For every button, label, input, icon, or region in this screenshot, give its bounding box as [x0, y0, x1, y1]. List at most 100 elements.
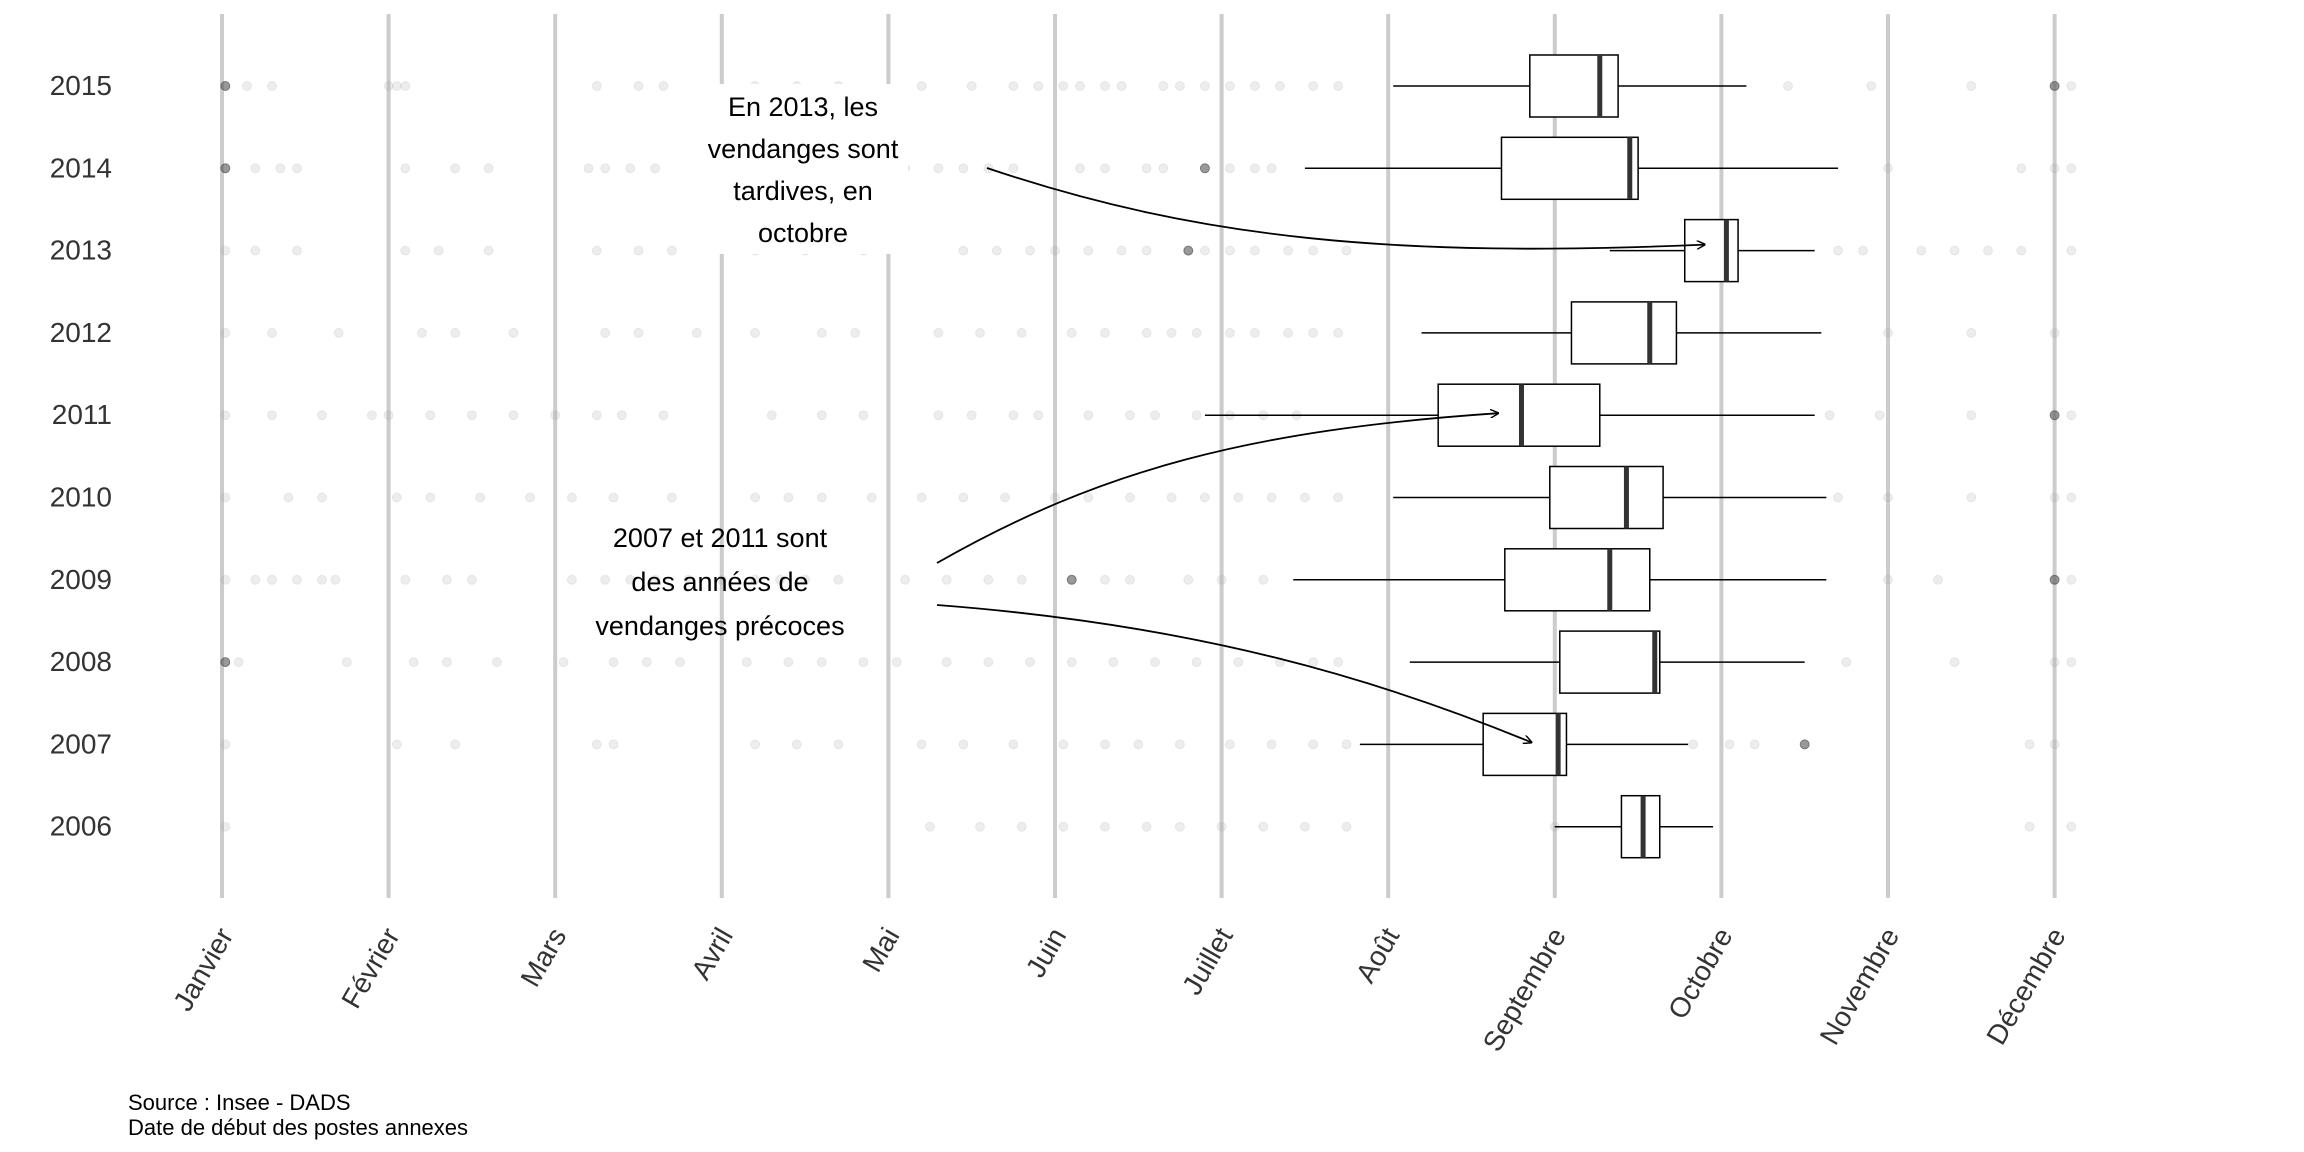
data-point — [1133, 739, 1144, 750]
boxplot-2006 — [1554, 794, 1714, 859]
data-point — [433, 245, 444, 256]
data-point — [1308, 739, 1319, 750]
data-point — [1066, 657, 1077, 668]
data-point — [1125, 574, 1135, 585]
data-point — [1183, 245, 1194, 256]
data-point — [1966, 410, 1977, 421]
data-point — [220, 574, 231, 585]
annotation-line: 2007 et 2011 sont — [613, 523, 828, 553]
data-point — [466, 410, 477, 421]
data-point — [1333, 327, 1344, 338]
data-point — [1141, 163, 1152, 174]
data-point — [1266, 739, 1277, 750]
data-point — [1249, 245, 1260, 256]
data-point — [916, 492, 927, 503]
data-point — [220, 657, 231, 668]
data-point — [1083, 492, 1094, 503]
box-iqr — [1683, 218, 1739, 283]
data-point — [591, 81, 602, 91]
data-point — [683, 574, 694, 585]
data-point — [766, 410, 777, 421]
data-point — [1150, 410, 1160, 421]
data-point — [566, 492, 577, 503]
box-iqr — [1500, 136, 1639, 201]
annotation-2007-2011: 2007 et 2011 sont des années de vendanges … — [595, 413, 1531, 742]
data-point — [941, 657, 952, 668]
data-point — [1216, 821, 1227, 832]
annotation-line: vendanges précoces — [595, 611, 844, 641]
data-point — [2024, 739, 2035, 750]
data-point — [1141, 245, 1152, 256]
x-tick-label: Décembre — [1980, 923, 2071, 1050]
data-point — [1233, 657, 1244, 668]
data-point — [591, 410, 602, 421]
box-iqr — [1482, 712, 1568, 777]
data-point — [1199, 81, 1210, 91]
data-point — [1308, 81, 1319, 91]
data-point — [2049, 327, 2060, 338]
data-point — [1949, 245, 1960, 256]
data-point — [858, 410, 869, 421]
data-point — [750, 574, 761, 585]
boxplot-2007 — [1359, 712, 1689, 777]
data-point — [1141, 327, 1152, 338]
x-tick-label: Juin — [1020, 923, 1073, 983]
data-point — [400, 245, 411, 256]
data-point — [1874, 410, 1885, 421]
data-point — [220, 245, 231, 256]
data-point — [220, 327, 231, 338]
data-point — [2049, 163, 2060, 174]
data-point — [1724, 739, 1735, 750]
data-point — [600, 327, 611, 338]
data-point — [1224, 81, 1235, 91]
data-point — [966, 410, 977, 421]
data-point — [1100, 163, 1110, 174]
data-point — [975, 821, 985, 832]
data-point — [1008, 410, 1019, 421]
data-point — [1333, 81, 1344, 91]
data-point — [591, 245, 602, 256]
data-point — [1016, 327, 1027, 338]
data-point — [1016, 574, 1027, 585]
data-point — [1688, 739, 1699, 750]
data-point — [1008, 81, 1019, 91]
annotation-line: octobre — [758, 218, 848, 248]
data-point — [475, 492, 486, 503]
data-point — [1883, 163, 1893, 174]
data-point — [1075, 81, 1085, 91]
data-point — [1224, 245, 1235, 256]
data-point — [292, 574, 302, 585]
data-point — [2066, 574, 2077, 585]
data-point — [716, 574, 727, 585]
data-point — [633, 327, 644, 338]
data-point — [650, 163, 661, 174]
annotation-bg — [680, 84, 908, 254]
y-tick-label: 2012 — [50, 317, 112, 348]
annotation-line: des années de — [631, 567, 808, 597]
data-point — [2024, 821, 2035, 832]
x-tick-label: Juillet — [1176, 922, 1239, 1000]
data-point — [2066, 245, 2077, 256]
data-point — [1116, 245, 1127, 256]
data-point — [1224, 739, 1235, 750]
data-point — [383, 81, 394, 91]
data-point — [1108, 657, 1119, 668]
data-point — [1333, 492, 1344, 503]
data-point — [483, 163, 494, 174]
data-point — [816, 657, 827, 668]
data-point — [1216, 574, 1227, 585]
data-point — [317, 574, 327, 585]
data-point — [1274, 81, 1285, 91]
data-point — [1966, 81, 1977, 91]
data-point — [317, 410, 327, 421]
data-point — [1075, 163, 1085, 174]
data-point — [2016, 245, 2027, 256]
x-tick-label: Août — [1350, 922, 1406, 988]
data-point — [2066, 657, 2077, 668]
data-point — [1191, 657, 1202, 668]
data-point — [933, 410, 944, 421]
data-point — [741, 657, 752, 668]
data-point — [1008, 739, 1019, 750]
data-point — [783, 492, 794, 503]
data-point — [1199, 245, 1210, 256]
